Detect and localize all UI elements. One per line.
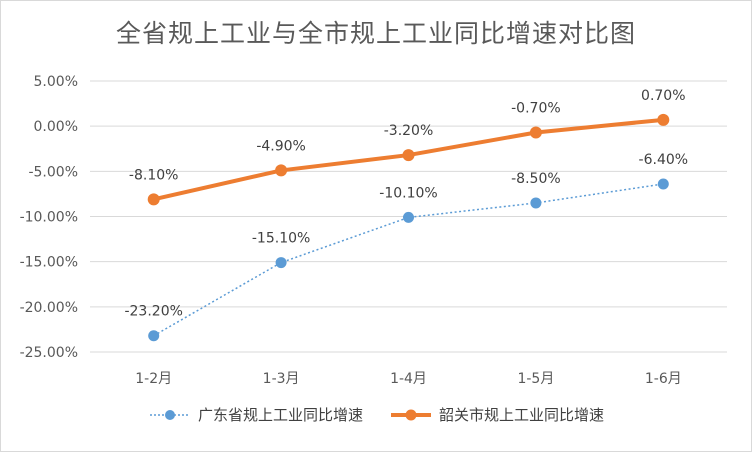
y-tick-label: -15.00% (20, 255, 78, 271)
y-tick-label: -20.00% (20, 300, 78, 316)
legend-swatch-guangdong (149, 409, 190, 420)
data-point[interactable] (657, 178, 669, 190)
x-tick-label: 1-4月 (390, 371, 427, 387)
x-tick-label: 1-5月 (517, 371, 554, 387)
data-point[interactable] (657, 113, 670, 126)
data-label: -0.70% (511, 100, 561, 116)
data-label: -4.90% (256, 138, 306, 154)
legend-item-shaoguan[interactable]: 韶关市规上工业同比增速 (389, 404, 604, 425)
data-label: -3.20% (384, 123, 434, 139)
data-label: -8.10% (129, 167, 179, 183)
data-label: -10.10% (379, 185, 437, 201)
legend-swatch-shaoguan (391, 409, 431, 420)
y-tick-label: -10.00% (20, 210, 78, 226)
legend-item-guangdong[interactable]: 广东省规上工业同比增速 (148, 404, 363, 425)
data-point[interactable] (530, 197, 542, 209)
legend: 广东省规上工业同比增速 韶关市规上工业同比增速 (0, 404, 752, 425)
x-tick-label: 1-2月 (135, 371, 172, 387)
data-label: -6.40% (639, 152, 689, 168)
legend-label-shaoguan: 韶关市规上工业同比增速 (439, 406, 605, 424)
y-tick-label: -5.00% (28, 164, 78, 180)
y-tick-label: 0.00% (34, 119, 78, 135)
y-tick-label: -25.00% (20, 345, 78, 361)
x-tick-label: 1-3月 (263, 371, 300, 387)
data-label: -15.10% (252, 231, 310, 247)
data-label: 0.70% (641, 88, 685, 104)
data-label: -23.20% (124, 304, 182, 320)
y-tick-label: 5.00% (34, 74, 78, 90)
chart-title: 全省规上工业与全市规上工业同比增速对比图 (115, 19, 636, 48)
data-point[interactable] (403, 211, 414, 223)
data-label: -8.50% (511, 171, 561, 187)
data-point[interactable] (148, 330, 160, 342)
data-point[interactable] (275, 257, 287, 269)
data-point[interactable] (402, 149, 415, 162)
data-point[interactable] (275, 164, 288, 177)
x-tick-label: 1-6月 (645, 371, 682, 387)
data-point[interactable] (529, 126, 542, 139)
data-point[interactable] (147, 193, 160, 206)
series-line-0 (153, 183, 664, 337)
legend-label-guangdong: 广东省规上工业同比增速 (197, 406, 363, 424)
